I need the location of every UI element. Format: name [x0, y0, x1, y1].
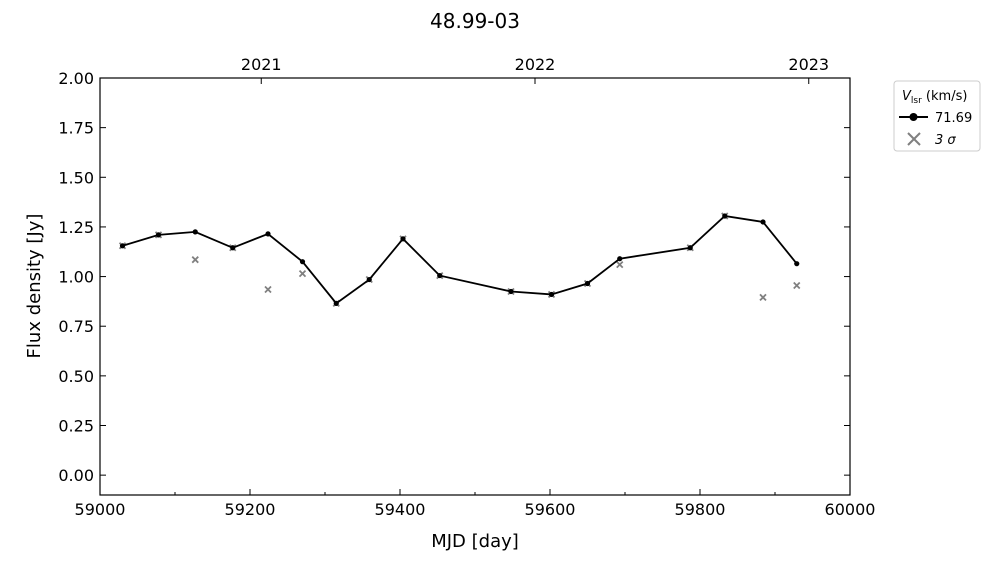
y-tick-label: 1.75 [58, 119, 94, 138]
legend-entry-sigma: 3 σ [935, 133, 956, 148]
flux-data-point [333, 300, 339, 306]
flux-data-point [584, 280, 591, 287]
flux-data-point [366, 276, 372, 283]
x-tick-label: 59800 [675, 500, 726, 519]
x-tick-label: 60000 [825, 500, 876, 519]
legend-dot-icon [909, 113, 918, 121]
x-tick-label: 59200 [225, 500, 276, 519]
legend-entry-series: 71.69 [935, 111, 972, 126]
sigma-marker [191, 256, 199, 264]
x-axis-label: MJD [day] [431, 531, 519, 552]
plot-area: 59000 59200 59400 59600 59800 60000 0.00 0.25 0.… [58, 55, 875, 519]
flux-data-point [722, 213, 728, 219]
y-tick-label: 0.75 [58, 317, 94, 336]
flux-data-point [508, 288, 514, 295]
flux-data-point [400, 236, 406, 242]
flux-data-point [687, 245, 693, 251]
y-tick-label: 0.25 [58, 417, 94, 436]
y-tick-label: 2.00 [58, 69, 94, 88]
flux-data-point [299, 259, 306, 265]
y-tick-label: 0.50 [58, 367, 94, 386]
y-tick-label: 1.25 [58, 218, 94, 237]
y-axis-label: Flux density [Jy] [24, 214, 45, 359]
flux-data-point [437, 272, 443, 279]
y-tick-label: 1.00 [58, 268, 94, 287]
legend-box [893, 80, 981, 152]
legend: Vlsr (km/s) 71.69 3 σ [893, 80, 981, 152]
chart-title: 48.99-03 [430, 9, 520, 33]
top-axis-label: 2022 [515, 55, 556, 74]
plot-frame [99, 77, 851, 496]
flux-data-point [548, 291, 555, 298]
x-tick-label: 59600 [525, 500, 576, 519]
flux-data-point [794, 261, 800, 267]
flux-data-point [617, 256, 623, 262]
flux-data-point [760, 219, 766, 225]
sigma-marker [759, 293, 767, 302]
top-axis-label: 2023 [788, 55, 829, 74]
sigma-marker [264, 285, 272, 294]
sigma-marker [793, 281, 801, 290]
sigma-marker [298, 269, 307, 278]
legend-title: Vlsr (km/s) [902, 89, 967, 106]
top-axis-label: 2021 [241, 55, 282, 74]
flux-data-point [192, 229, 198, 235]
flux-data-point [155, 232, 162, 238]
sigma-marker [616, 261, 624, 269]
x-tick-label: 59000 [75, 500, 126, 519]
flux-data-point [265, 231, 271, 237]
flux-series-line [122, 215, 798, 305]
flux-data-point [230, 245, 236, 251]
x-tick-label: 59400 [375, 500, 426, 519]
y-tick-label: 0.00 [58, 466, 94, 485]
y-tick-label: 1.50 [58, 168, 94, 187]
legend-x-icon [907, 132, 921, 146]
flux-data-point [119, 243, 126, 249]
